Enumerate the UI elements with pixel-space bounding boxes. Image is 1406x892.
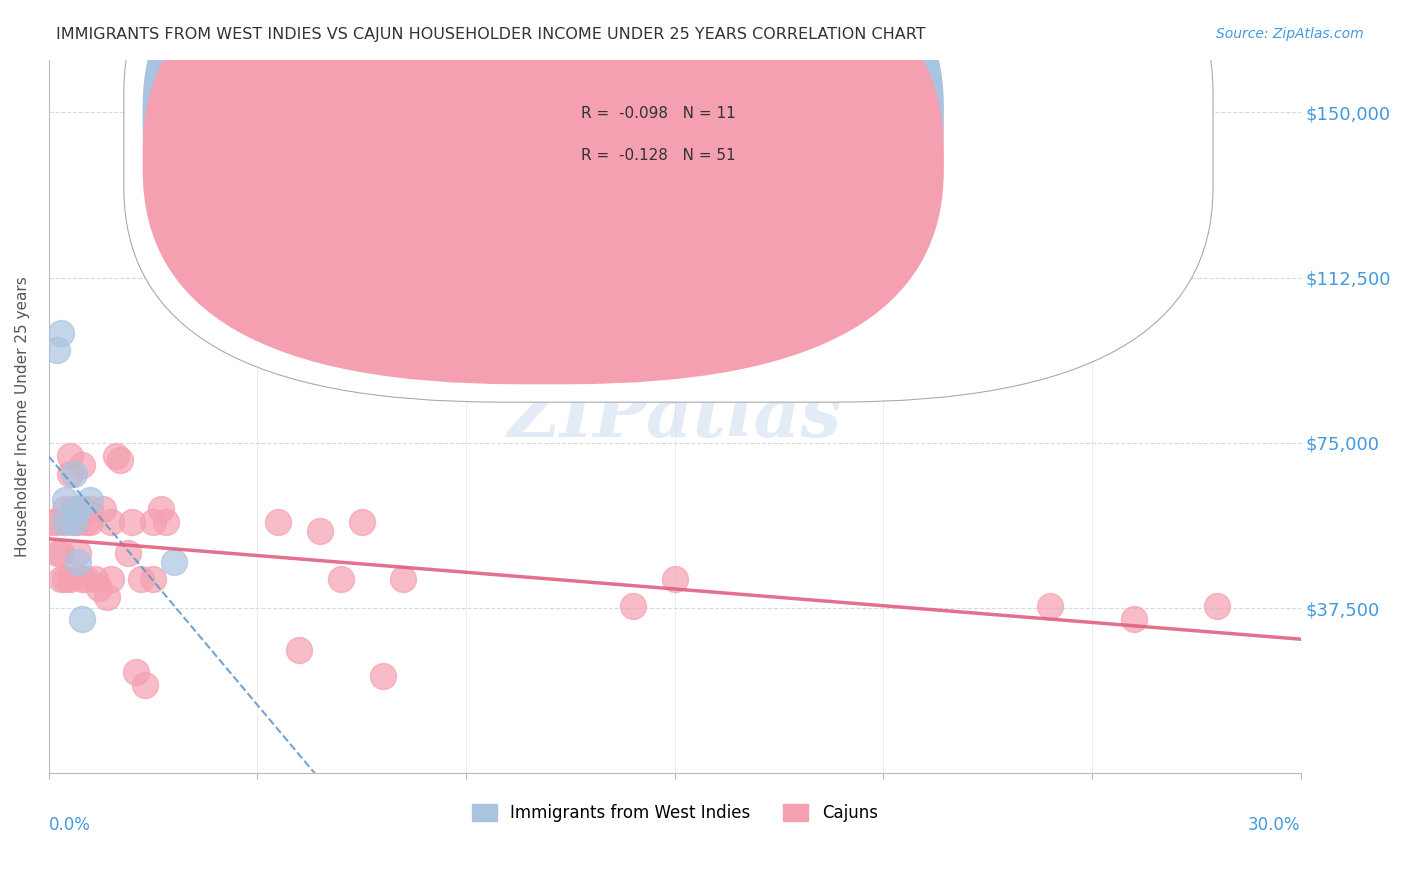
Point [51,326,73,340]
Point [42,515,65,529]
Point [664,573,686,587]
Point [55,493,77,508]
Point [134,678,156,692]
Point [108,453,131,467]
Text: 30.0%: 30.0% [1249,816,1301,834]
Point [1122,612,1144,626]
Point [66,546,89,560]
Point [125,665,148,679]
Point [104,449,127,463]
Point [83,573,105,587]
FancyBboxPatch shape [124,0,1213,402]
Text: IMMIGRANTS FROM WEST INDIES VS CAJUN HOUSEHOLDER INCOME UNDER 25 YEARS CORRELATI: IMMIGRANTS FROM WEST INDIES VS CAJUN HOU… [56,27,927,42]
Point [91,502,114,516]
Point [1039,599,1062,613]
Point [46,546,69,560]
Point [350,515,373,529]
Text: ZIPatlas: ZIPatlas [508,381,842,452]
Point [62,502,84,516]
Text: 0.0%: 0.0% [49,816,90,834]
Point [70,502,93,516]
Point [142,573,165,587]
Point [621,599,644,613]
Point [46,515,69,529]
Point [371,669,394,683]
Point [59,573,82,587]
FancyBboxPatch shape [142,0,943,384]
Point [70,573,93,587]
Point [75,515,97,529]
Point [79,493,101,508]
Point [70,458,93,472]
Point [121,515,143,529]
Point [142,515,165,529]
Legend: Immigrants from West Indies, Cajuns: Immigrants from West Indies, Cajuns [465,797,884,829]
Point [55,502,77,516]
Point [163,555,186,569]
Point [55,515,77,529]
Point [1206,599,1229,613]
Y-axis label: Householder Income Under 25 years: Householder Income Under 25 years [15,276,30,557]
Point [79,502,101,516]
Point [150,502,173,516]
Text: R =  -0.098   N = 11: R = -0.098 N = 11 [581,105,735,120]
Point [66,555,89,569]
Point [59,467,82,481]
FancyBboxPatch shape [142,0,943,342]
Point [288,643,311,657]
Point [79,515,101,529]
Point [100,515,122,529]
Point [267,515,290,529]
Point [66,515,89,529]
Point [87,581,110,595]
Point [51,546,73,560]
Point [46,343,69,358]
Point [309,524,332,538]
Point [66,502,89,516]
Point [62,515,84,529]
Point [51,573,73,587]
Point [55,573,77,587]
Text: Source: ZipAtlas.com: Source: ZipAtlas.com [1216,27,1364,41]
Point [62,515,84,529]
Point [75,573,97,587]
Point [59,449,82,463]
Point [155,515,177,529]
Point [392,573,415,587]
Text: R =  -0.128   N = 51: R = -0.128 N = 51 [581,148,735,163]
Point [55,515,77,529]
Point [70,612,93,626]
Point [62,467,84,481]
Point [329,573,352,587]
Point [117,546,139,560]
Point [96,590,118,604]
Point [100,573,122,587]
Point [129,573,152,587]
